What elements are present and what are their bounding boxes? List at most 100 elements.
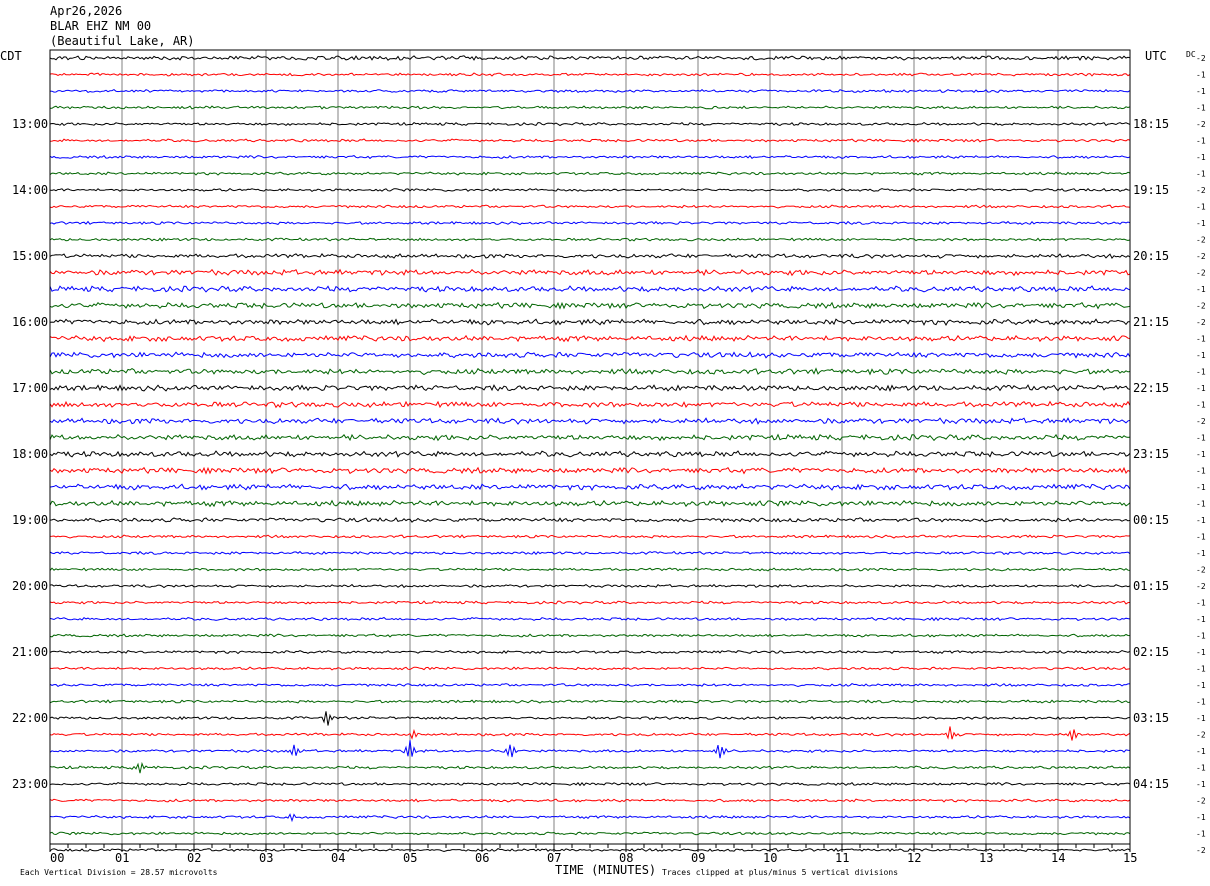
dc-label: DC (1186, 50, 1196, 59)
trace-row-7 (49, 171, 1131, 176)
dc-offset-label: -1 (1196, 483, 1206, 492)
utc-hour-label: 19:15 (1133, 183, 1169, 197)
trace-row-2 (49, 88, 1131, 94)
dc-offset-label: -1 (1196, 434, 1206, 443)
trace-row-42 (49, 740, 1131, 759)
utc-hour-label: 03:15 (1133, 711, 1169, 725)
dc-offset-label: -1 (1196, 71, 1206, 80)
cdt-hour-label: 16:00 (12, 315, 48, 329)
x-tick-label-03: 03 (259, 851, 273, 865)
dc-offset-label: -1 (1196, 87, 1206, 96)
dc-offset-label: -1 (1196, 813, 1206, 822)
trace-row-48 (49, 847, 1131, 853)
seismic-traces (49, 55, 1131, 853)
dc-offset-label: -2 (1196, 302, 1206, 311)
dc-offset-label: -1 (1196, 104, 1206, 113)
dc-offset-label: -1 (1196, 516, 1206, 525)
utc-hour-label: 02:15 (1133, 645, 1169, 659)
trace-row-35 (49, 633, 1131, 638)
dc-offset-label: -1 (1196, 632, 1206, 641)
x-tick-label-04: 04 (331, 851, 345, 865)
dc-offset-label: -1 (1196, 450, 1206, 459)
x-tick-label-05: 05 (403, 851, 417, 865)
trace-row-18 (49, 351, 1131, 359)
dc-offset-label: -1 (1196, 384, 1206, 393)
dc-offset-label: -1 (1196, 533, 1206, 542)
trace-row-41 (49, 726, 1131, 741)
dc-offset-label: -1 (1196, 549, 1206, 558)
dc-offset-label: -1 (1196, 500, 1206, 509)
cdt-hour-label: 22:00 (12, 711, 48, 725)
trace-row-12 (49, 253, 1131, 260)
dc-offset-label: -2 (1196, 186, 1206, 195)
dc-offset-label: -1 (1196, 203, 1206, 212)
trace-row-29 (49, 534, 1131, 539)
dc-offset-label: -2 (1196, 582, 1206, 591)
trace-row-31 (49, 567, 1131, 572)
trace-row-30 (49, 550, 1131, 556)
dc-offset-label: -1 (1196, 401, 1206, 410)
dc-offset-label: -1 (1196, 285, 1206, 294)
trace-row-21 (49, 400, 1131, 409)
dc-offset-label: -1 (1196, 681, 1206, 690)
dc-offset-label: -2 (1196, 54, 1206, 63)
dc-offset-label: -2 (1196, 846, 1206, 855)
utc-hour-labels: 18:15 19:15 20:15 21:15 22:15 23:15 00:15 01:15… (1133, 117, 1169, 791)
location-label: (Beautiful Lake, AR) (50, 34, 195, 48)
dc-offset-label: -1 (1196, 830, 1206, 839)
dc-offset-label: -1 (1196, 137, 1206, 146)
trace-row-33 (49, 600, 1131, 605)
trace-row-36 (49, 649, 1131, 655)
dc-offset-label: -2 (1196, 417, 1206, 426)
dc-offset-label: -1 (1196, 714, 1206, 723)
utc-hour-label: 04:15 (1133, 777, 1169, 791)
dc-offset-label: -1 (1196, 368, 1206, 377)
x-axis-title: TIME (MINUTES) (555, 863, 656, 877)
clip-note: Traces clipped at plus/minus 5 vertical … (662, 868, 898, 877)
trace-row-4 (49, 121, 1131, 127)
dc-offset-label: -1 (1196, 467, 1206, 476)
dc-offset-label: -2 (1196, 269, 1206, 278)
dc-offset-label: -1 (1196, 615, 1206, 624)
trace-row-27 (49, 499, 1131, 508)
station-label: BLAR EHZ NM 00 (50, 19, 152, 33)
dc-offset-label: -2 (1196, 797, 1206, 806)
dc-offset-labels: -2 -1 -1 -1 -2 -1 -1 -1 -2 -1 -1 -2 -2 -2 -1 -2 -2 -1 -1 -1… (1196, 54, 1206, 855)
cdt-hour-label: 18:00 (12, 447, 48, 461)
x-tick-label-08: 08 (619, 851, 633, 865)
trace-row-8 (49, 187, 1131, 193)
trace-row-38 (49, 683, 1131, 688)
dc-offset-label: -2 (1196, 252, 1206, 261)
trace-row-0 (49, 55, 1131, 61)
dc-offset-label: -1 (1196, 698, 1206, 707)
trace-row-45 (49, 798, 1131, 803)
trace-row-1 (49, 72, 1131, 77)
utc-hour-label: 23:15 (1133, 447, 1169, 461)
cdt-hour-label: 19:00 (12, 513, 48, 527)
trace-row-25 (49, 466, 1131, 475)
dc-offset-label: -1 (1196, 335, 1206, 344)
trace-row-43 (49, 761, 1131, 774)
utc-hour-label: 01:15 (1133, 579, 1169, 593)
x-tick-label-07: 07 (547, 851, 561, 865)
cdt-hour-label: 21:00 (12, 645, 48, 659)
trace-row-26 (49, 483, 1131, 492)
trace-row-44 (49, 781, 1131, 787)
cdt-hour-label: 23:00 (12, 777, 48, 791)
scale-note: Each Vertical Division = 28.57 microvolt… (20, 868, 218, 877)
x-tick-label-14: 14 (1051, 851, 1065, 865)
dc-offset-label: -1 (1196, 153, 1206, 162)
plot-frame (49, 49, 1131, 845)
dc-offset-label: -1 (1196, 599, 1206, 608)
trace-row-34 (49, 616, 1131, 622)
dc-offset-label: -2 (1196, 731, 1206, 740)
x-tick-label-15: 15 (1123, 851, 1137, 865)
trace-row-5 (49, 138, 1131, 143)
dc-offset-label: -1 (1196, 351, 1206, 360)
trace-row-10 (49, 220, 1131, 226)
utc-hour-label: 21:15 (1133, 315, 1169, 329)
x-tick-label-11: 11 (835, 851, 849, 865)
cdt-hour-label: 17:00 (12, 381, 48, 395)
dc-offset-label: -2 (1196, 318, 1206, 327)
trace-row-9 (49, 204, 1131, 209)
